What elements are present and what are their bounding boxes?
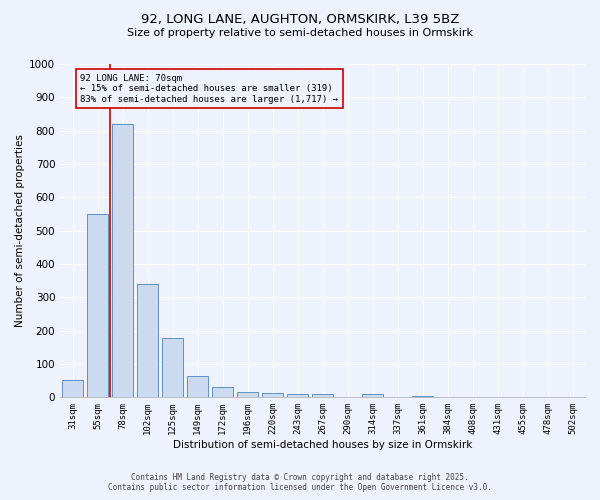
Bar	[362, 394, 383, 398]
Bar	[87, 214, 108, 398]
Bar	[262, 392, 283, 398]
Y-axis label: Number of semi-detached properties: Number of semi-detached properties	[15, 134, 25, 327]
Bar	[112, 124, 133, 398]
Bar	[237, 392, 258, 398]
Text: Size of property relative to semi-detached houses in Ormskirk: Size of property relative to semi-detach…	[127, 28, 473, 38]
Bar	[412, 396, 433, 398]
Bar	[162, 338, 183, 398]
Bar	[137, 284, 158, 398]
Bar	[187, 376, 208, 398]
Text: Contains HM Land Registry data © Crown copyright and database right 2025.
Contai: Contains HM Land Registry data © Crown c…	[108, 473, 492, 492]
Bar	[312, 394, 333, 398]
Bar	[62, 380, 83, 398]
Text: 92 LONG LANE: 70sqm
← 15% of semi-detached houses are smaller (319)
83% of semi-: 92 LONG LANE: 70sqm ← 15% of semi-detach…	[80, 74, 338, 104]
Bar	[287, 394, 308, 398]
Text: 92, LONG LANE, AUGHTON, ORMSKIRK, L39 5BZ: 92, LONG LANE, AUGHTON, ORMSKIRK, L39 5B…	[141, 12, 459, 26]
X-axis label: Distribution of semi-detached houses by size in Ormskirk: Distribution of semi-detached houses by …	[173, 440, 472, 450]
Bar	[212, 388, 233, 398]
